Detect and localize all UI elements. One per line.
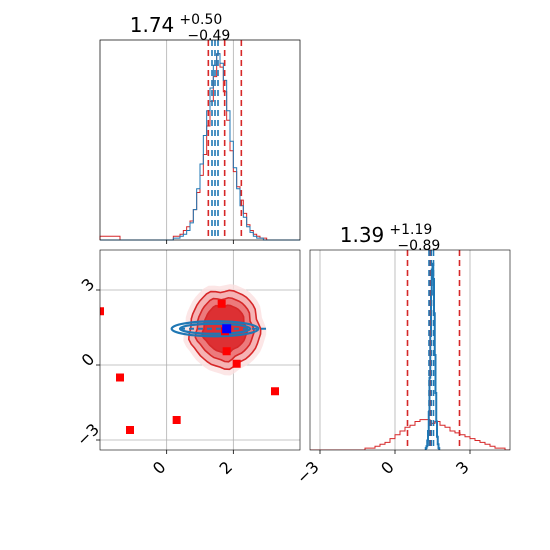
title-plus: +1.19	[389, 222, 432, 238]
blue-ellipses	[170, 320, 267, 338]
title-value: 1.39	[340, 223, 385, 247]
panel-title-param-1: 1.74 +0.50 −0.49	[130, 9, 231, 44]
quantile-lines	[406, 250, 461, 450]
panel-border	[99, 249, 301, 451]
blue-marker	[222, 324, 232, 334]
red-marker	[100, 307, 104, 316]
axis-ticks: −3 0 3	[293, 450, 473, 488]
panel-frame	[310, 250, 510, 450]
grid	[319, 250, 471, 450]
red-marker	[222, 347, 231, 356]
x-tick-label: 0	[149, 457, 170, 478]
red-marker	[126, 426, 134, 434]
panel-border	[99, 39, 301, 241]
panel-frame	[99, 39, 301, 241]
histogram-series-1	[424, 262, 441, 450]
title-minus: −0.89	[397, 238, 440, 254]
x-tick-label: 0	[377, 457, 398, 478]
y-tick-label: 0	[78, 349, 99, 370]
blue-ellipse-0	[170, 320, 260, 338]
title-value: 1.74	[130, 13, 175, 37]
joint-panel: 0 2 −3 0 3	[73, 249, 301, 478]
marginal-panel-param-1: 1.74 +0.50 −0.49	[99, 9, 301, 244]
x-tick-label: −3	[293, 457, 323, 487]
y-tick-label: 3	[78, 274, 99, 295]
red-marker	[271, 387, 279, 396]
panel-title-param-2: 1.39 +1.19 −0.89	[340, 219, 441, 254]
markers	[100, 299, 279, 434]
title-plus: +0.50	[179, 12, 222, 28]
grid	[166, 40, 234, 240]
grid	[100, 250, 300, 450]
title-minus: −0.49	[187, 28, 230, 44]
histogram-series-0	[310, 419, 510, 450]
red-marker	[217, 299, 226, 308]
panel-border	[309, 249, 511, 451]
y-tick-label: −3	[73, 420, 103, 450]
histogram	[310, 262, 510, 450]
marginal-panel-param-2: −3 0 3 1.39 +1.19 −0.89	[293, 219, 511, 488]
red-marker	[172, 416, 181, 424]
red-marker	[232, 359, 241, 368]
x-tick-label: 2	[216, 457, 237, 478]
quantile-lines	[166, 40, 243, 244]
red-marker	[116, 373, 124, 382]
x-tick-label: 3	[452, 457, 473, 478]
